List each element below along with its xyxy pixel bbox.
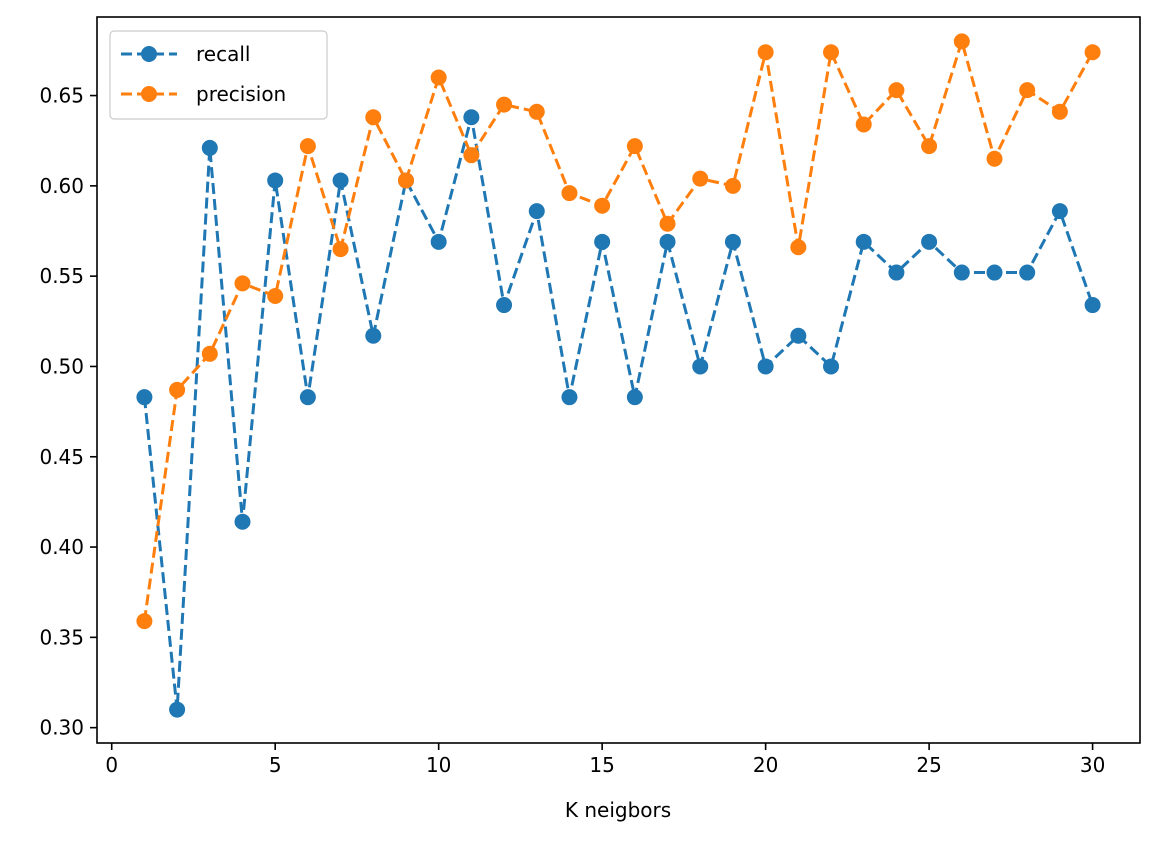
- data-point-precision: [365, 109, 382, 126]
- y-tick-label: 0.50: [39, 354, 84, 378]
- y-tick-label: 0.40: [39, 535, 84, 559]
- data-point-precision: [757, 44, 774, 61]
- data-point-precision: [234, 275, 251, 292]
- data-point-recall: [136, 389, 153, 406]
- data-point-precision: [267, 288, 284, 305]
- y-tick-label: 0.60: [39, 174, 84, 198]
- data-point-recall: [267, 172, 284, 189]
- y-tick-label: 0.45: [39, 445, 84, 469]
- x-tick-label: 25: [916, 753, 941, 777]
- data-point-recall: [299, 389, 316, 406]
- data-point-recall: [1019, 264, 1036, 281]
- data-point-recall: [724, 233, 741, 250]
- data-point-recall: [332, 172, 349, 189]
- data-point-recall: [659, 233, 676, 250]
- plot-frame: [96, 16, 1141, 744]
- data-point-recall: [921, 233, 938, 250]
- data-point-precision: [692, 170, 709, 187]
- data-point-precision: [953, 33, 970, 50]
- data-point-precision: [1019, 82, 1036, 99]
- data-point-precision: [626, 138, 643, 155]
- x-tick-label: 10: [426, 753, 451, 777]
- data-point-precision: [201, 345, 218, 362]
- data-point-recall: [365, 327, 382, 344]
- data-point-recall: [823, 358, 840, 375]
- data-point-recall: [201, 139, 218, 156]
- data-point-recall: [1084, 297, 1101, 314]
- data-point-precision: [724, 177, 741, 194]
- data-point-precision: [1084, 44, 1101, 61]
- data-point-precision: [921, 138, 938, 155]
- legend-marker-precision: [141, 86, 157, 102]
- series-layer: [136, 33, 1101, 718]
- data-point-recall: [888, 264, 905, 281]
- data-point-precision: [823, 44, 840, 61]
- data-point-precision: [561, 185, 578, 202]
- x-axis: 0 5 10 15 20 25 30: [105, 743, 1105, 777]
- data-point-precision: [136, 613, 153, 630]
- data-point-precision: [430, 69, 447, 86]
- x-tick-label: 20: [753, 753, 778, 777]
- data-point-recall: [496, 297, 513, 314]
- y-tick-label: 0.35: [39, 625, 84, 649]
- data-point-recall: [757, 358, 774, 375]
- data-point-precision: [463, 147, 480, 164]
- data-point-recall: [626, 389, 643, 406]
- x-tick-label: 0: [105, 753, 118, 777]
- data-point-precision: [855, 116, 872, 133]
- data-point-recall: [561, 389, 578, 406]
- legend-box: [109, 30, 328, 120]
- data-point-recall: [528, 203, 545, 220]
- data-point-recall: [953, 264, 970, 281]
- y-axis: 0.30 0.35 0.40 0.45 0.50 0.55 0.60 0.65: [39, 84, 97, 740]
- data-point-recall: [594, 233, 611, 250]
- data-point-precision: [594, 197, 611, 214]
- x-tick-label: 5: [269, 753, 282, 777]
- x-tick-label: 30: [1080, 753, 1105, 777]
- data-point-recall: [430, 233, 447, 250]
- data-point-precision: [169, 381, 186, 398]
- data-point-precision: [790, 239, 807, 256]
- legend-label-recall: recall: [196, 42, 250, 66]
- legend-marker-recall: [141, 46, 157, 62]
- data-point-recall: [855, 233, 872, 250]
- x-axis-title: K neigbors: [565, 798, 671, 822]
- x-tick-label: 15: [589, 753, 614, 777]
- series-line-precision: [142, 39, 1094, 622]
- data-point-recall: [790, 327, 807, 344]
- data-point-precision: [1051, 103, 1068, 120]
- data-point-precision: [397, 172, 414, 189]
- data-point-recall: [692, 358, 709, 375]
- data-point-precision: [332, 241, 349, 258]
- data-point-recall: [169, 701, 186, 718]
- y-tick-label: 0.55: [39, 264, 84, 288]
- data-point-recall: [1051, 203, 1068, 220]
- series-line-recall: [142, 115, 1095, 712]
- data-point-recall: [463, 109, 480, 126]
- legend: recall precision: [109, 30, 328, 120]
- data-point-recall: [986, 264, 1003, 281]
- data-point-precision: [659, 215, 676, 232]
- data-point-recall: [234, 513, 251, 530]
- data-point-precision: [496, 96, 513, 113]
- y-tick-label: 0.30: [39, 716, 84, 740]
- data-point-precision: [299, 138, 316, 155]
- data-point-precision: [888, 82, 905, 99]
- legend-label-precision: precision: [196, 82, 286, 106]
- data-point-precision: [986, 150, 1003, 167]
- data-point-precision: [528, 103, 545, 120]
- y-tick-label: 0.65: [39, 84, 84, 108]
